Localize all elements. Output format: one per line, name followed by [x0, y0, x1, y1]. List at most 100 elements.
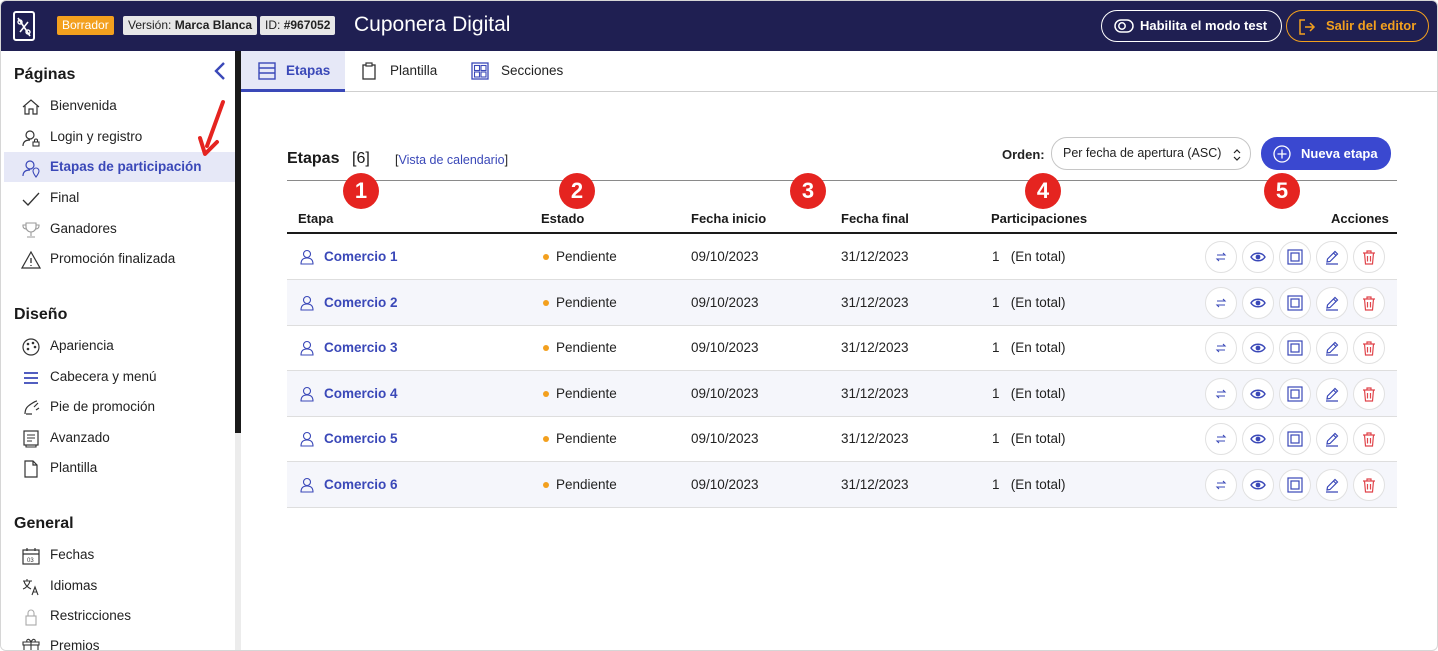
- start-date: 09/10/2023: [691, 386, 759, 401]
- trash-button[interactable]: [1353, 287, 1385, 319]
- sidebar-item-final[interactable]: Final: [4, 183, 235, 213]
- participations: 1 (En total): [992, 340, 1066, 355]
- sidebar-item-ganadores[interactable]: Ganadores: [4, 214, 235, 244]
- duplicate-button[interactable]: [1279, 423, 1311, 455]
- sidebar-item-promocion-finalizada[interactable]: Promoción finalizada: [4, 244, 235, 274]
- trash-button[interactable]: [1353, 469, 1385, 501]
- eye-button[interactable]: [1242, 287, 1274, 319]
- pencil-button[interactable]: [1316, 469, 1348, 501]
- test-mode-button[interactable]: Habilita el modo test: [1101, 10, 1282, 42]
- stage-name-link[interactable]: Comercio 4: [324, 386, 398, 401]
- sidebar-item-cabecera-menu[interactable]: Cabecera y menú: [4, 362, 235, 392]
- duplicate-button[interactable]: [1279, 287, 1311, 319]
- footer-icon: [24, 400, 40, 415]
- stage-name-link[interactable]: Comercio 3: [324, 340, 398, 355]
- table-row: Comercio 6 Pendiente 09/10/2023 31/12/2023 1…: [287, 462, 1397, 508]
- sidebar-item-label: Etapas de participación: [50, 159, 202, 174]
- pencil-button[interactable]: [1316, 423, 1348, 455]
- id-label: ID:: [265, 18, 281, 32]
- column-header-participaciones[interactable]: Participaciones: [991, 211, 1088, 226]
- stage-name-link[interactable]: Comercio 6: [324, 477, 398, 492]
- sidebar-item-restricciones[interactable]: Restricciones: [4, 601, 235, 631]
- table-row: Comercio 3 Pendiente 09/10/2023 31/12/2023 1…: [287, 325, 1397, 371]
- status-dot-icon: [543, 436, 549, 442]
- sidebar-item-fechas[interactable]: 03 Fechas: [4, 540, 235, 570]
- user-pin-icon: [300, 295, 314, 311]
- sidebar-item-pie-promocion[interactable]: Pie de promoción: [4, 392, 235, 422]
- divider: [287, 180, 1397, 181]
- exit-editor-button[interactable]: Salir del editor: [1286, 10, 1429, 42]
- lock-icon: [25, 609, 37, 626]
- stage-name-link[interactable]: Comercio 2: [324, 295, 398, 310]
- sidebar-item-plantilla[interactable]: Plantilla: [4, 453, 235, 483]
- sidebar-item-premios[interactable]: Premios: [4, 631, 235, 650]
- list-icon: [258, 62, 276, 80]
- column-header-fecha-final[interactable]: Fecha final: [841, 211, 909, 226]
- swap-button[interactable]: [1205, 469, 1237, 501]
- status-dot-icon: [543, 254, 549, 260]
- sidebar-section-title: Diseño: [14, 306, 68, 323]
- sidebar-item-label: Bienvenida: [50, 98, 117, 113]
- table-row: Comercio 5 Pendiente 09/10/2023 31/12/2023 1…: [287, 416, 1397, 462]
- pencil-button[interactable]: [1316, 287, 1348, 319]
- participations: 1 (En total): [992, 431, 1066, 446]
- pencil-button[interactable]: [1316, 241, 1348, 273]
- swap-button[interactable]: [1205, 241, 1237, 273]
- eye-button[interactable]: [1242, 469, 1274, 501]
- logo-icon[interactable]: [13, 11, 35, 41]
- eye-button[interactable]: [1242, 332, 1274, 364]
- swap-button[interactable]: [1205, 287, 1237, 319]
- column-header-etapa[interactable]: Etapa: [298, 211, 334, 226]
- pencil-button[interactable]: [1316, 332, 1348, 364]
- pencil-button[interactable]: [1316, 378, 1348, 410]
- tab-etapas[interactable]: Etapas: [241, 51, 345, 92]
- sidebar-item-label: Restricciones: [50, 608, 132, 623]
- sidebar-item-apariencia[interactable]: Apariencia: [4, 331, 235, 361]
- status-text: Pendiente: [556, 340, 617, 355]
- eye-button[interactable]: [1242, 241, 1274, 273]
- column-header-estado[interactable]: Estado: [541, 211, 585, 226]
- user-pin-icon: [22, 160, 40, 178]
- duplicate-button[interactable]: [1279, 378, 1311, 410]
- trash-button[interactable]: [1353, 423, 1385, 455]
- calendar-view-link[interactable]: Vista de calendario: [398, 153, 505, 167]
- sidebar-item-label: Avanzado: [50, 430, 110, 445]
- participations: 1 (En total): [992, 477, 1066, 492]
- stage-name-link[interactable]: Comercio 5: [324, 431, 398, 446]
- swap-button[interactable]: [1205, 423, 1237, 455]
- stage-name-link[interactable]: Comercio 1: [324, 249, 398, 264]
- column-header-fecha-inicio[interactable]: Fecha inicio: [691, 211, 767, 226]
- trash-button[interactable]: [1353, 332, 1385, 364]
- id-badge: ID: #967052: [260, 16, 336, 35]
- duplicate-button[interactable]: [1279, 332, 1311, 364]
- sidebar-item-bienvenida[interactable]: Bienvenida: [4, 91, 235, 121]
- trash-button[interactable]: [1353, 241, 1385, 273]
- exit-icon: [1299, 19, 1316, 35]
- sidebar-item-idiomas[interactable]: Idiomas: [4, 571, 235, 601]
- end-date: 31/12/2023: [841, 295, 909, 310]
- trophy-icon: [22, 222, 40, 238]
- sidebar-item-label: Cabecera y menú: [50, 369, 157, 384]
- new-stage-button[interactable]: Nueva etapa: [1261, 137, 1391, 170]
- sidebar-item-login-registro[interactable]: Login y registro: [4, 122, 235, 152]
- eye-button[interactable]: [1242, 423, 1274, 455]
- stage-count: [6]: [352, 150, 370, 167]
- duplicate-button[interactable]: [1279, 469, 1311, 501]
- sidebar-item-etapas-participacion[interactable]: Etapas de participación: [4, 152, 235, 182]
- section-title: Etapas: [287, 150, 340, 167]
- sidebar-item-avanzado[interactable]: Avanzado: [4, 423, 235, 453]
- trash-button[interactable]: [1353, 378, 1385, 410]
- tab-secciones[interactable]: Secciones: [471, 51, 571, 92]
- collapse-sidebar-icon[interactable]: [213, 61, 227, 81]
- duplicate-button[interactable]: [1279, 241, 1311, 273]
- svg-text:03: 03: [27, 558, 34, 564]
- end-date: 31/12/2023: [841, 477, 909, 492]
- sidebar-scrollbar[interactable]: [235, 51, 241, 433]
- tab-plantilla[interactable]: Plantilla: [361, 51, 451, 92]
- order-select[interactable]: Per fecha de apertura (ASC): [1051, 137, 1251, 170]
- swap-button[interactable]: [1205, 332, 1237, 364]
- sidebar-item-label: Final: [50, 190, 80, 205]
- eye-button[interactable]: [1242, 378, 1274, 410]
- swap-button[interactable]: [1205, 378, 1237, 410]
